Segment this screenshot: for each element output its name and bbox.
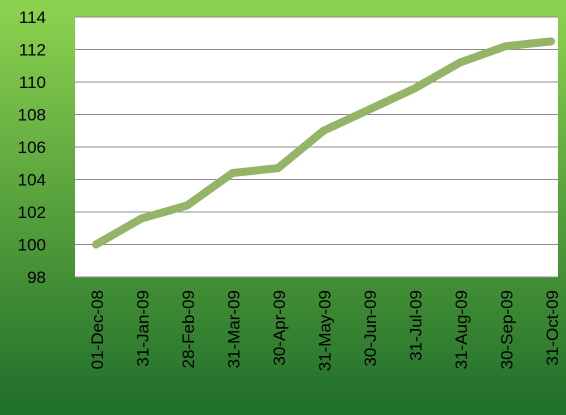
gridlines [75,16,558,278]
y-tick-label: 114 [19,8,46,27]
x-tick-label: 31-Aug-09 [452,290,471,369]
x-tick-label: 30-Sep-09 [498,290,517,369]
data-point [183,202,191,209]
series-group [92,37,555,249]
data-point [547,37,555,45]
x-tick-label: 31-Jan-09 [134,290,153,367]
x-tick-label: 31-May-09 [316,290,335,371]
y-tick-label: 102 [18,203,46,222]
data-point [138,215,145,222]
data-point [411,85,418,92]
y-axis-ticks: 98 100 102 104 106 108 110 112 114 [18,8,46,287]
data-point [229,169,236,177]
x-tick-label: 28-Feb-09 [179,290,198,368]
y-tick-label: 100 [18,236,46,255]
x-tick-label: 01-Dec-08 [88,290,107,369]
data-point [365,106,373,114]
x-tick-label: 31-Jul-09 [407,290,426,361]
y-tick-label: 110 [19,73,46,92]
data-point [274,164,282,172]
data-point [502,42,509,50]
x-tick-label: 30-Apr-09 [270,290,289,366]
x-tick-label: 31-Oct-09 [543,290,562,366]
y-tick-label: 108 [18,106,46,125]
y-tick-label: 104 [18,171,46,190]
data-point [92,241,100,248]
data-point [456,59,464,66]
data-point [320,127,327,135]
y-tick-label: 112 [19,41,46,60]
y-tick-label: 98 [27,268,46,287]
x-axis-ticks: 01-Dec-08 31-Jan-09 28-Feb-09 31-Mar-09 30-A… [88,290,562,371]
y-tick-label: 106 [18,138,46,157]
x-tick-label: 30-Jun-09 [361,290,380,367]
x-tick-label: 31-Mar-09 [225,290,244,368]
